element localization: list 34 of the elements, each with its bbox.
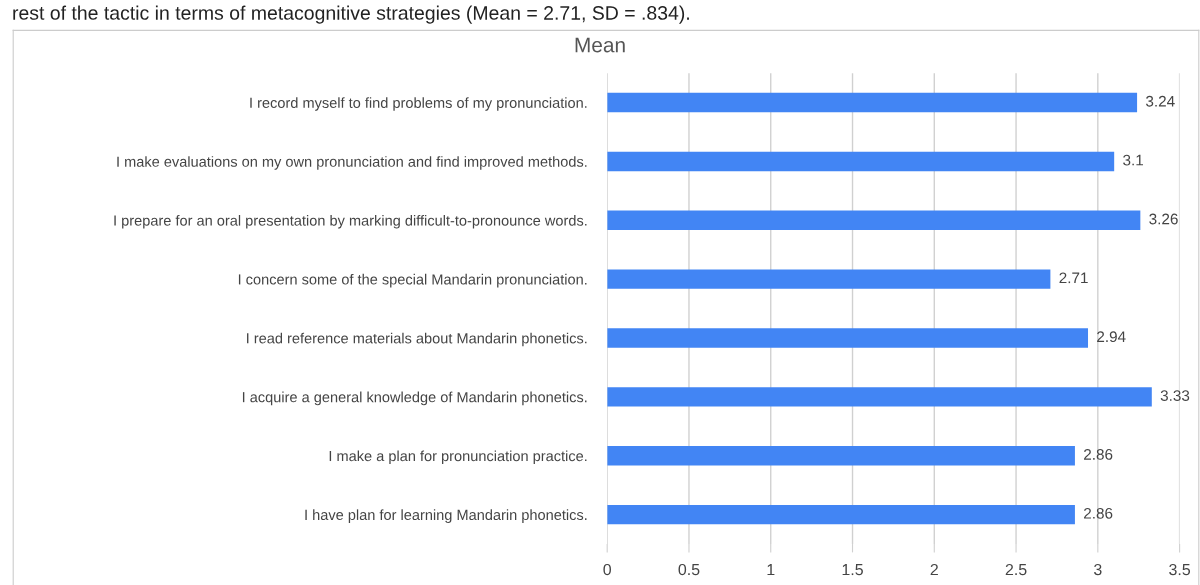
data-label: 2.94	[1097, 331, 1126, 343]
y-tick-label: I have plan for learning Mandarin phonetics.	[305, 509, 587, 523]
x-tick-label: 0	[603, 563, 612, 576]
bar	[607, 328, 1089, 348]
bar	[607, 92, 1138, 113]
x-tick-label: 0.5	[678, 563, 700, 576]
y-tick-label: I record myself to find problems of my pronunciation.	[250, 97, 587, 111]
y-tick-label: I make a plan for pronunciation practice.	[329, 450, 587, 465]
text: rest of the tactic in terms of metacognitive strategies (Mean = 2.71, SD = .834).	[13, 5, 689, 24]
data-label: 2.71	[1059, 272, 1088, 284]
y-tick-label: I read reference materials about Mandarin phonetics.	[247, 332, 587, 347]
data-label: 2.86	[1084, 449, 1113, 460]
x-tick-label: 2	[930, 563, 938, 576]
y-tick-label: I concern some of the special Mandarin pronunciation.	[238, 273, 587, 288]
y-tick-label: I prepare for an oral presentation by marking difficult-to-pronounce words.	[114, 215, 587, 229]
chart-title: Mean	[575, 37, 625, 53]
data-label: 3.33	[1160, 390, 1190, 401]
x-tick-label: 3	[1094, 563, 1102, 576]
x-tick-label: 3.5	[1169, 563, 1191, 576]
bar	[607, 151, 1115, 172]
bar	[607, 269, 1051, 289]
data-label: 3.1	[1123, 154, 1144, 166]
y-tick-label: I make evaluations on my own pronunciation and find improved methods.	[117, 156, 587, 170]
y-tick-label: I acquire a general knowledge of Mandarin phonetics.	[242, 391, 587, 406]
bar	[607, 387, 1152, 407]
bar	[607, 210, 1141, 230]
bar	[607, 446, 1075, 466]
bar	[607, 504, 1075, 525]
data-label: 3.26	[1149, 213, 1178, 225]
data-label: 2.86	[1084, 507, 1113, 519]
x-tick-label: 1	[767, 564, 775, 576]
x-tick-label: 1.5	[842, 564, 863, 576]
data-label: 3.24	[1145, 95, 1175, 107]
x-tick-label: 2.5	[1005, 563, 1027, 576]
